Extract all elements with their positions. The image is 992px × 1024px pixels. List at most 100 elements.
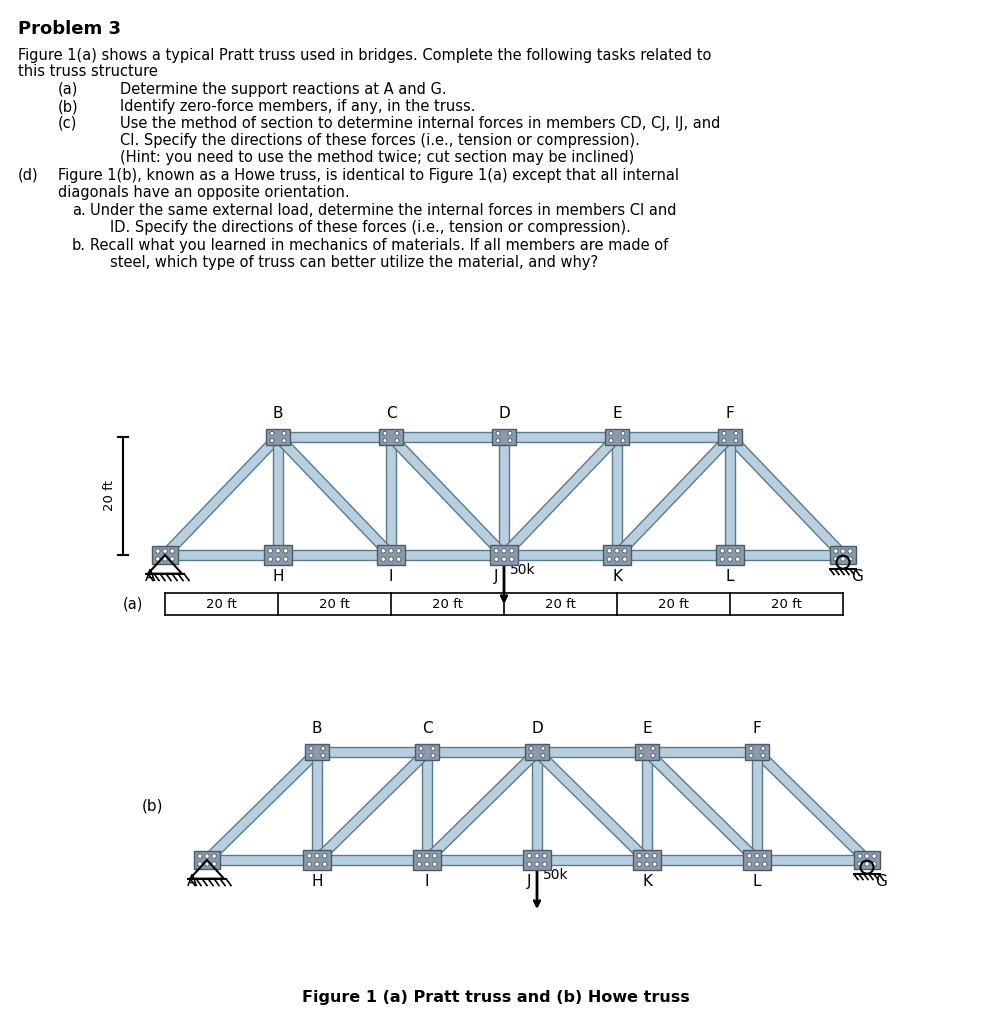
Circle shape [841, 557, 845, 561]
Text: Recall what you learned in mechanics of materials. If all members are made of: Recall what you learned in mechanics of … [90, 238, 669, 253]
Circle shape [309, 754, 313, 758]
Circle shape [381, 557, 386, 561]
Circle shape [609, 431, 613, 435]
Circle shape [308, 862, 311, 866]
Text: (Hint: you need to use the method twice; cut section may be inclined): (Hint: you need to use the method twice;… [120, 150, 634, 165]
Text: Figure 1(a) shows a typical Pratt truss used in bridges. Complete the following : Figure 1(a) shows a typical Pratt truss … [18, 48, 711, 63]
Circle shape [419, 754, 423, 758]
Circle shape [270, 431, 274, 435]
Polygon shape [162, 433, 282, 558]
Text: Identify zero-force members, if any, in the truss.: Identify zero-force members, if any, in … [120, 99, 475, 114]
Circle shape [833, 557, 838, 561]
Polygon shape [725, 437, 735, 555]
Text: (b): (b) [142, 799, 164, 813]
Circle shape [645, 862, 649, 866]
Polygon shape [379, 429, 403, 445]
Circle shape [529, 746, 533, 751]
Polygon shape [165, 550, 278, 560]
Polygon shape [264, 545, 292, 565]
Text: a.: a. [72, 203, 85, 218]
Text: CI. Specify the directions of these forces (i.e., tension or compression).: CI. Specify the directions of these forc… [120, 133, 640, 148]
Text: b.: b. [72, 238, 86, 253]
Circle shape [389, 549, 393, 553]
Circle shape [621, 438, 625, 442]
Text: B: B [311, 721, 322, 736]
Text: K: K [612, 569, 622, 584]
Circle shape [858, 862, 862, 866]
Polygon shape [854, 851, 880, 869]
Circle shape [720, 557, 724, 561]
Circle shape [872, 854, 876, 858]
Text: 50k: 50k [510, 563, 536, 577]
Text: (a): (a) [123, 597, 144, 611]
Circle shape [848, 549, 852, 553]
Polygon shape [424, 749, 541, 863]
Circle shape [722, 438, 726, 442]
Circle shape [270, 438, 274, 442]
Circle shape [268, 557, 273, 561]
Polygon shape [633, 850, 661, 869]
Polygon shape [152, 546, 178, 564]
Circle shape [623, 549, 627, 553]
Circle shape [508, 431, 512, 435]
Circle shape [494, 549, 499, 553]
Text: F: F [753, 721, 762, 736]
Polygon shape [388, 433, 508, 558]
Circle shape [615, 549, 619, 553]
Circle shape [397, 549, 401, 553]
Polygon shape [207, 855, 317, 865]
Circle shape [841, 549, 845, 553]
Text: this truss structure: this truss structure [18, 63, 158, 79]
Circle shape [735, 557, 740, 561]
Polygon shape [278, 432, 391, 442]
Circle shape [431, 754, 435, 758]
Circle shape [425, 862, 430, 866]
Circle shape [720, 549, 724, 553]
Text: (c): (c) [58, 116, 77, 131]
Circle shape [527, 862, 532, 866]
Polygon shape [415, 743, 439, 761]
Circle shape [502, 557, 506, 561]
Circle shape [431, 746, 435, 751]
Polygon shape [647, 855, 757, 865]
Circle shape [865, 862, 869, 866]
Polygon shape [603, 545, 631, 565]
Circle shape [496, 431, 500, 435]
Polygon shape [312, 752, 322, 860]
Text: L: L [753, 874, 761, 889]
Circle shape [321, 746, 325, 751]
Circle shape [276, 557, 280, 561]
Polygon shape [194, 851, 220, 869]
Text: C: C [422, 721, 433, 736]
Circle shape [156, 557, 160, 561]
Circle shape [858, 854, 862, 858]
Polygon shape [427, 855, 537, 865]
Circle shape [163, 557, 168, 561]
Text: L: L [726, 569, 734, 584]
Polygon shape [413, 850, 441, 869]
Text: Figure 1 (a) Pratt truss and (b) Howe truss: Figure 1 (a) Pratt truss and (b) Howe tr… [303, 990, 689, 1005]
Circle shape [639, 754, 643, 758]
Polygon shape [612, 437, 622, 555]
Circle shape [623, 557, 627, 561]
Circle shape [735, 549, 740, 553]
Polygon shape [830, 546, 856, 564]
Text: G: G [851, 569, 863, 584]
Circle shape [872, 862, 876, 866]
Polygon shape [534, 749, 651, 863]
Polygon shape [537, 855, 647, 865]
Circle shape [761, 746, 765, 751]
Text: G: G [875, 874, 887, 889]
Text: C: C [386, 406, 397, 421]
Polygon shape [644, 749, 761, 863]
Circle shape [395, 431, 399, 435]
Polygon shape [613, 433, 734, 558]
Polygon shape [647, 746, 757, 757]
Text: D: D [498, 406, 510, 421]
Circle shape [607, 549, 611, 553]
Text: J: J [527, 874, 531, 889]
Text: F: F [725, 406, 734, 421]
Circle shape [309, 746, 313, 751]
Circle shape [163, 549, 168, 553]
Circle shape [728, 549, 732, 553]
